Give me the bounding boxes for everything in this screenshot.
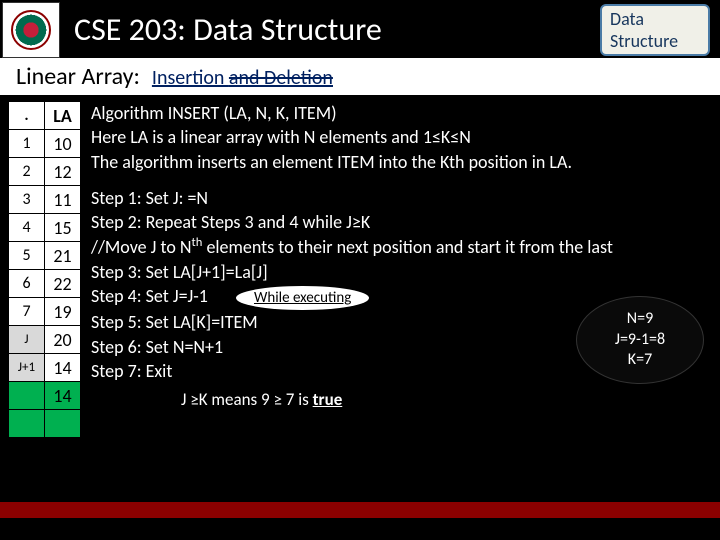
array-header-dot: .	[9, 102, 45, 130]
state-k: K=7	[628, 350, 652, 371]
subheader: Linear Array: Insertion and Deletion	[0, 58, 720, 95]
algo-step4: Step 4: Set J=J-1	[91, 285, 208, 307]
topic-badge: Data Structure	[600, 4, 710, 56]
array-value-cell: 14	[45, 354, 81, 382]
array-index-cell: 1	[9, 130, 45, 158]
algo-step2: Step 2: Repeat Steps 3 and 4 while J≥K	[91, 210, 712, 234]
table-row: 212	[9, 158, 81, 186]
array-index-cell: 4	[9, 214, 45, 242]
condition-text: J ≥K means 9 ≥ 7 is	[181, 389, 313, 410]
condition-line: J ≥K means 9 ≥ 7 is true	[181, 389, 712, 412]
array-value-cell: 15	[45, 214, 81, 242]
algo-line2: Here LA is a linear array with N element…	[91, 125, 712, 149]
array-table: . LA 110212311415521622719J20J+11414	[8, 101, 81, 438]
algo-step3: Step 3: Set LA[J+1]=La[J]	[91, 260, 712, 284]
array-index-cell: J	[9, 326, 45, 354]
table-row: J+114	[9, 354, 81, 382]
footer-bar	[0, 502, 720, 518]
algo-intro: Algorithm INSERT (LA, N, K, ITEM) Here L…	[91, 101, 712, 174]
algo-step1: Step 1: Set J: =N	[91, 186, 712, 210]
array-value-cell	[45, 410, 81, 438]
table-row: 719	[9, 298, 81, 326]
header-bar: CSE 203: Data Structure Data Structure	[0, 0, 720, 58]
topic-prefix: Insertion	[152, 66, 229, 90]
array-value-cell: 20	[45, 326, 81, 354]
table-row: 110	[9, 130, 81, 158]
table-row: 521	[9, 242, 81, 270]
table-row: 311	[9, 186, 81, 214]
array-value-cell: 10	[45, 130, 81, 158]
array-index-cell: 5	[9, 242, 45, 270]
array-value-cell: 14	[45, 382, 81, 410]
array-index-cell	[9, 410, 45, 438]
university-logo	[2, 2, 60, 58]
array-value-cell: 12	[45, 158, 81, 186]
array-value-cell: 21	[45, 242, 81, 270]
topic-strike: and Deletion	[229, 66, 333, 90]
state-n: N=9	[627, 309, 653, 330]
array-index-cell: 2	[9, 158, 45, 186]
condition-true: true	[313, 389, 343, 410]
algo-line1: Algorithm INSERT (LA, N, K, ITEM)	[91, 101, 712, 125]
algo-comment-a: //Move J to N	[91, 236, 192, 258]
algo-line3: The algorithm inserts an element ITEM in…	[91, 150, 712, 174]
state-j: J=9-1=8	[615, 330, 665, 351]
array-header-label: LA	[45, 102, 81, 130]
array-value-cell: 19	[45, 298, 81, 326]
table-row	[9, 410, 81, 438]
badge-line2: Structure	[610, 30, 708, 52]
array-value-cell: 22	[45, 270, 81, 298]
table-row: J20	[9, 326, 81, 354]
table-row: 14	[9, 382, 81, 410]
algo-comment-b: elements to their next position and star…	[202, 236, 613, 258]
array-index-cell	[9, 382, 45, 410]
array-header-row: . LA	[9, 102, 81, 130]
table-row: 415	[9, 214, 81, 242]
subheader-topic: Insertion and Deletion	[152, 66, 333, 90]
subheader-label: Linear Array:	[16, 62, 140, 91]
array-index-cell: 6	[9, 270, 45, 298]
algo-comment: //Move J to Nth elements to their next p…	[91, 234, 712, 259]
table-row: 622	[9, 270, 81, 298]
algorithm-block: Algorithm INSERT (LA, N, K, ITEM) Here L…	[91, 101, 712, 438]
array-index-cell: 3	[9, 186, 45, 214]
state-bubble: N=9 J=9-1=8 K=7	[576, 296, 704, 384]
course-title: CSE 203: Data Structure	[74, 10, 382, 49]
array-index-cell: J+1	[9, 354, 45, 382]
content-area: . LA 110212311415521622719J20J+11414 Alg…	[0, 95, 720, 444]
logo-emblem	[11, 10, 51, 50]
array-value-cell: 11	[45, 186, 81, 214]
while-executing-bubble: While executing	[236, 286, 369, 310]
algo-comment-sup: th	[192, 235, 203, 250]
array-index-cell: 7	[9, 298, 45, 326]
badge-line1: Data	[610, 8, 708, 30]
